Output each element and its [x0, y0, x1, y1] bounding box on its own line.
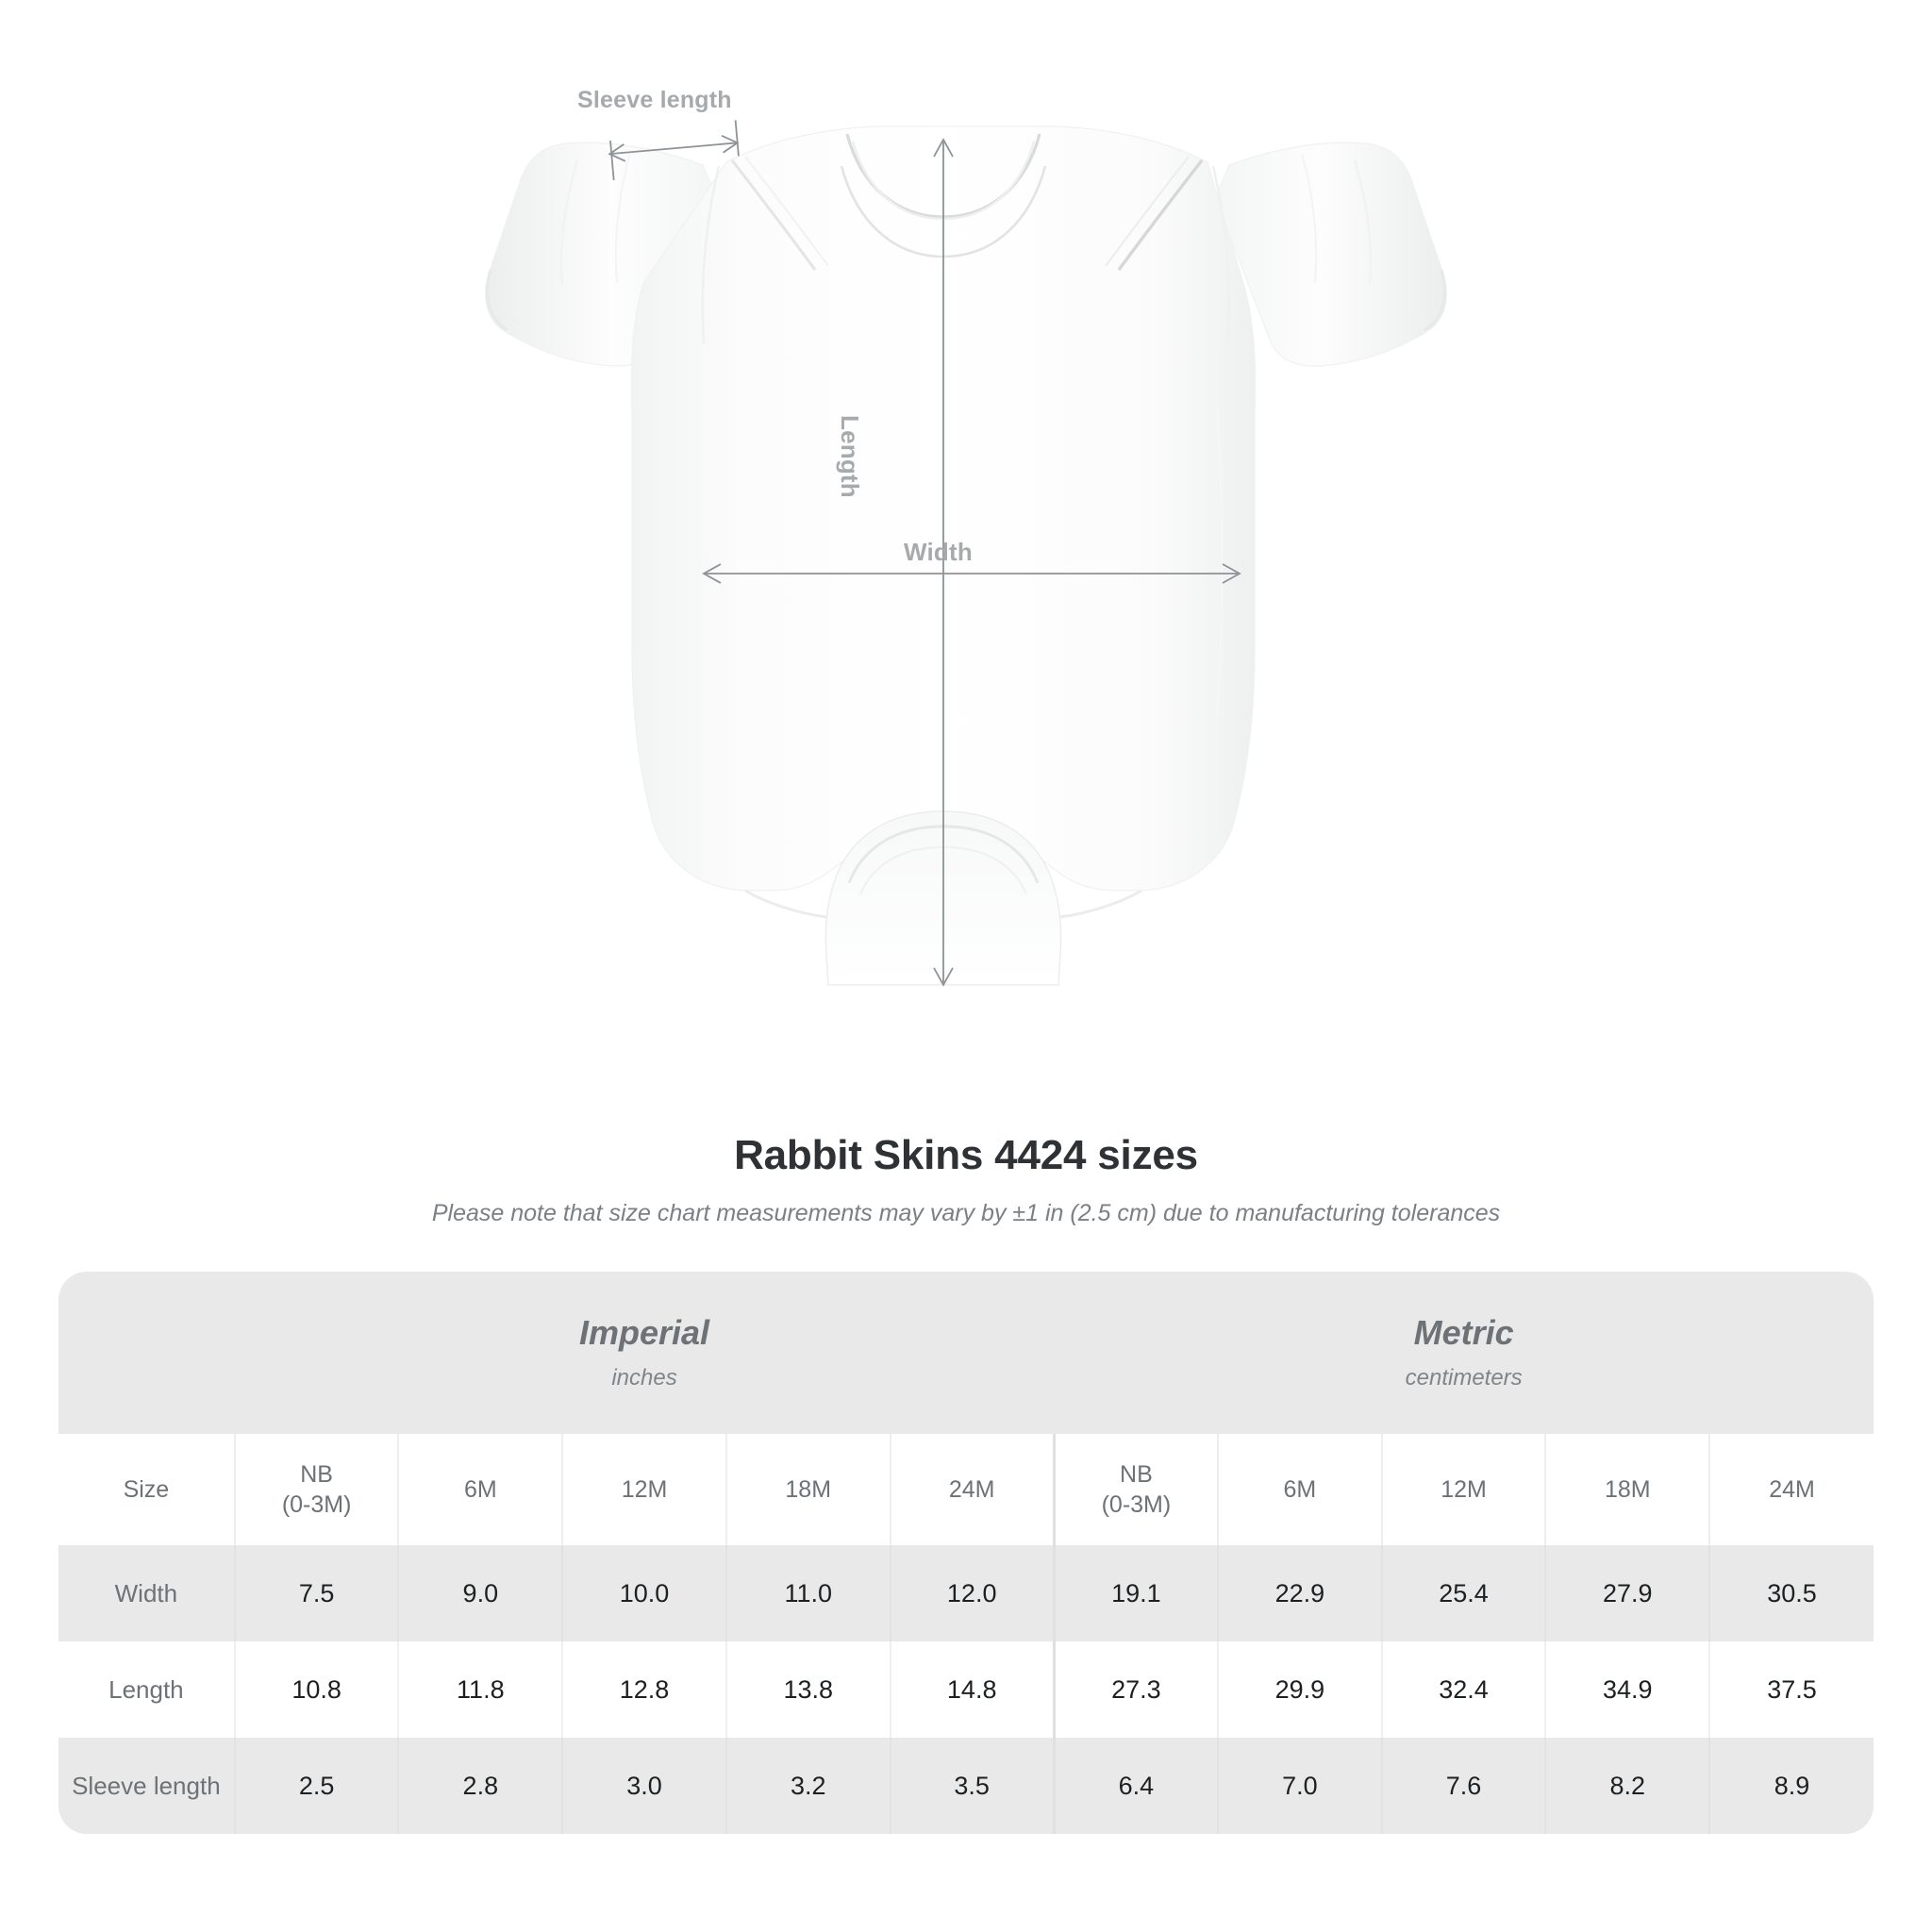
table-row: Sleeve length 2.5 2.8 3.0 3.2 3.5 6.4 7.… [58, 1738, 1874, 1834]
unit-name-imperial: Imperial [579, 1313, 710, 1353]
sleeve-dimension-group [608, 120, 740, 181]
length-dimension-label: Length [836, 415, 864, 498]
cell-sleeve-imperial-18m: 3.2 [724, 1738, 891, 1834]
size-header-sub: (0-3M) [281, 1491, 352, 1518]
unit-sub-imperial: inches [611, 1364, 677, 1391]
size-header-metric-nb: NB (0-3M) [1052, 1434, 1218, 1545]
sleeve-dimension-line-shaft [611, 142, 736, 155]
cell-sleeve-imperial-6m: 2.8 [397, 1738, 563, 1834]
cell-length-metric-nb: 27.3 [1052, 1641, 1218, 1738]
cell-length-imperial-12m: 12.8 [561, 1641, 726, 1738]
size-header-imperial-nb: NB (0-3M) [233, 1434, 399, 1545]
cell-sleeve-imperial-nb: 2.5 [233, 1738, 399, 1834]
cell-sleeve-metric-6m: 7.0 [1217, 1738, 1382, 1834]
unit-header-spacer [58, 1272, 235, 1434]
cell-sleeve-metric-12m: 7.6 [1380, 1738, 1546, 1834]
size-header-imperial-18m: 18M [724, 1434, 891, 1545]
row-label-sleeve-length: Sleeve length [58, 1738, 235, 1834]
size-header-row: Size NB (0-3M) 6M 12M 18M 24M NB (0-3M) … [58, 1434, 1874, 1545]
sleeve-arrow-left [608, 143, 626, 162]
cell-sleeve-metric-18m: 8.2 [1544, 1738, 1710, 1834]
size-header-sub: (0-3M) [1101, 1491, 1172, 1518]
unit-name-metric: Metric [1413, 1313, 1514, 1353]
size-header-main: NB [300, 1461, 333, 1488]
cell-width-imperial-6m: 9.0 [397, 1545, 563, 1641]
size-header-imperial-12m: 12M [561, 1434, 726, 1545]
right-sleeve [1214, 142, 1447, 367]
size-header-metric-12m: 12M [1380, 1434, 1546, 1545]
row-label-width: Width [58, 1545, 235, 1641]
cell-sleeve-imperial-24m: 3.5 [889, 1738, 1055, 1834]
title-block: Rabbit Skins 4424 sizes Please note that… [0, 1132, 1932, 1227]
cell-sleeve-metric-24m: 8.9 [1708, 1738, 1874, 1834]
sleeve-tick-right [734, 120, 740, 157]
size-header-main: NB [1120, 1461, 1153, 1488]
cell-width-imperial-24m: 12.0 [889, 1545, 1055, 1641]
cell-width-metric-6m: 22.9 [1217, 1545, 1382, 1641]
size-header-metric-6m: 6M [1217, 1434, 1382, 1545]
bodysuit-illustration [485, 120, 1447, 987]
cell-width-imperial-nb: 7.5 [233, 1545, 399, 1641]
size-header-imperial-24m: 24M [889, 1434, 1055, 1545]
cell-width-metric-24m: 30.5 [1708, 1545, 1874, 1641]
unit-header-metric: Metric centimeters [1054, 1272, 1874, 1434]
right-lap-shoulder-seam [1117, 158, 1204, 272]
unit-header-imperial: Imperial inches [234, 1272, 1055, 1434]
cell-width-imperial-12m: 10.0 [561, 1545, 726, 1641]
size-header-imperial-6m: 6M [397, 1434, 563, 1545]
size-chart-table: Imperial inches Metric centimeters Size … [58, 1272, 1874, 1834]
cell-sleeve-imperial-12m: 3.0 [561, 1738, 726, 1834]
cell-length-metric-18m: 34.9 [1544, 1641, 1710, 1738]
cell-length-imperial-24m: 14.8 [889, 1641, 1055, 1738]
cell-sleeve-metric-nb: 6.4 [1052, 1738, 1218, 1834]
size-header-metric-18m: 18M [1544, 1434, 1710, 1545]
cell-length-metric-12m: 32.4 [1380, 1641, 1546, 1738]
size-chart-table-wrapper: Imperial inches Metric centimeters Size … [58, 1272, 1874, 1834]
table-row: Length 10.8 11.8 12.8 13.8 14.8 27.3 29.… [58, 1641, 1874, 1738]
sleeve-tick-left [609, 141, 615, 181]
cell-width-metric-18m: 27.9 [1544, 1545, 1710, 1641]
cell-width-metric-nb: 19.1 [1052, 1545, 1218, 1641]
width-arrow-left [702, 563, 722, 584]
page-title: Rabbit Skins 4424 sizes [734, 1132, 1198, 1178]
cell-width-imperial-18m: 11.0 [724, 1545, 891, 1641]
cell-length-metric-24m: 37.5 [1708, 1641, 1874, 1738]
cell-width-metric-12m: 25.4 [1380, 1545, 1546, 1641]
cell-length-imperial-6m: 11.8 [397, 1641, 563, 1738]
length-arrow-top [933, 138, 954, 158]
garment-diagram: Sleeve length Width Length [485, 87, 1447, 987]
unit-header-row: Imperial inches Metric centimeters [58, 1272, 1874, 1434]
cell-length-imperial-nb: 10.8 [233, 1641, 399, 1738]
size-header-corner: Size [58, 1434, 235, 1545]
sleeve-length-dimension-label: Sleeve length [577, 87, 732, 113]
table-row: Width 7.5 9.0 10.0 11.0 12.0 19.1 22.9 2… [58, 1545, 1874, 1641]
cell-length-metric-6m: 29.9 [1217, 1641, 1382, 1738]
row-label-length: Length [58, 1641, 235, 1738]
width-arrow-right [1222, 563, 1241, 584]
size-header-metric-24m: 24M [1708, 1434, 1874, 1545]
length-arrow-bottom [933, 967, 954, 987]
left-lap-shoulder-seam [730, 159, 817, 271]
unit-sub-metric: centimeters [1405, 1364, 1523, 1391]
tolerance-note: Please note that size chart measurements… [431, 1200, 1501, 1226]
cell-length-imperial-18m: 13.8 [724, 1641, 891, 1738]
width-dimension-label: Width [904, 538, 973, 566]
